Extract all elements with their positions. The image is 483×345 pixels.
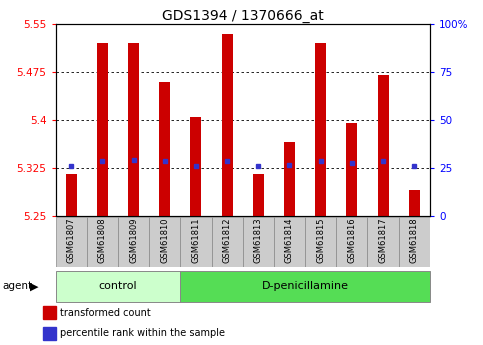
- Bar: [315, 43, 326, 216]
- Text: agent: agent: [2, 282, 32, 291]
- Text: GSM61815: GSM61815: [316, 217, 325, 263]
- Bar: [66, 174, 77, 216]
- Bar: [242, 217, 274, 267]
- Bar: [180, 217, 212, 267]
- Bar: [409, 190, 420, 216]
- Title: GDS1394 / 1370666_at: GDS1394 / 1370666_at: [162, 9, 324, 23]
- Bar: [149, 217, 180, 267]
- Bar: [56, 217, 87, 267]
- Text: D-penicillamine: D-penicillamine: [262, 282, 349, 291]
- Text: transformed count: transformed count: [60, 308, 151, 318]
- Text: control: control: [99, 282, 137, 291]
- Text: GSM61809: GSM61809: [129, 217, 138, 263]
- Text: ▶: ▶: [29, 282, 38, 291]
- Bar: [190, 117, 201, 216]
- Text: GSM61816: GSM61816: [347, 217, 356, 263]
- Bar: [43, 327, 56, 339]
- Bar: [128, 43, 139, 216]
- Bar: [97, 43, 108, 216]
- Bar: [368, 217, 398, 267]
- Bar: [398, 217, 430, 267]
- Bar: [346, 123, 357, 216]
- Text: GSM61807: GSM61807: [67, 217, 76, 263]
- Text: GSM61808: GSM61808: [98, 217, 107, 263]
- Bar: [274, 217, 305, 267]
- Bar: [180, 271, 430, 302]
- Bar: [87, 217, 118, 267]
- Bar: [284, 142, 295, 216]
- Bar: [378, 75, 388, 216]
- Text: percentile rank within the sample: percentile rank within the sample: [60, 328, 226, 338]
- Text: GSM61811: GSM61811: [191, 217, 200, 263]
- Bar: [222, 34, 233, 216]
- Bar: [43, 306, 56, 319]
- Text: GSM61813: GSM61813: [254, 217, 263, 263]
- Bar: [305, 217, 336, 267]
- Bar: [253, 174, 264, 216]
- Text: GSM61810: GSM61810: [160, 217, 169, 263]
- Text: GSM61814: GSM61814: [285, 217, 294, 263]
- Bar: [212, 217, 242, 267]
- Bar: [118, 217, 149, 267]
- Bar: [159, 81, 170, 216]
- Text: GSM61817: GSM61817: [379, 217, 387, 263]
- Text: GSM61812: GSM61812: [223, 217, 232, 263]
- Bar: [56, 271, 180, 302]
- Text: GSM61818: GSM61818: [410, 217, 419, 263]
- Bar: [336, 217, 368, 267]
